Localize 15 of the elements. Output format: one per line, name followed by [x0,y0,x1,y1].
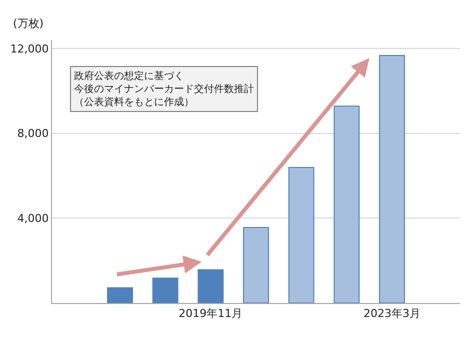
bar [198,269,224,303]
bar [107,287,133,303]
y-axis-title: (万枚) [13,17,44,30]
y-tick-label: 12,000 [10,42,49,56]
y-tick-label: 4,000 [17,212,49,226]
annotation: 今後のマイナンバーカード交付件数推計 [74,83,254,95]
bar [243,226,269,303]
y-tick-label: 8,000 [17,127,49,140]
x-tick-label: 2023年3月 [364,307,420,320]
x-tick-label: 2019年11月 [178,307,243,320]
bar [288,166,314,303]
bar [334,106,360,303]
bar [379,54,405,303]
annotation: 政府公表の想定に基づく [74,70,184,82]
annotation: （公表資料をもとに作成） [74,96,194,108]
